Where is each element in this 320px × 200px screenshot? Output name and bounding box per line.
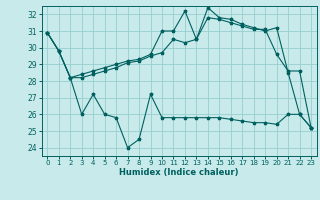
- X-axis label: Humidex (Indice chaleur): Humidex (Indice chaleur): [119, 168, 239, 177]
